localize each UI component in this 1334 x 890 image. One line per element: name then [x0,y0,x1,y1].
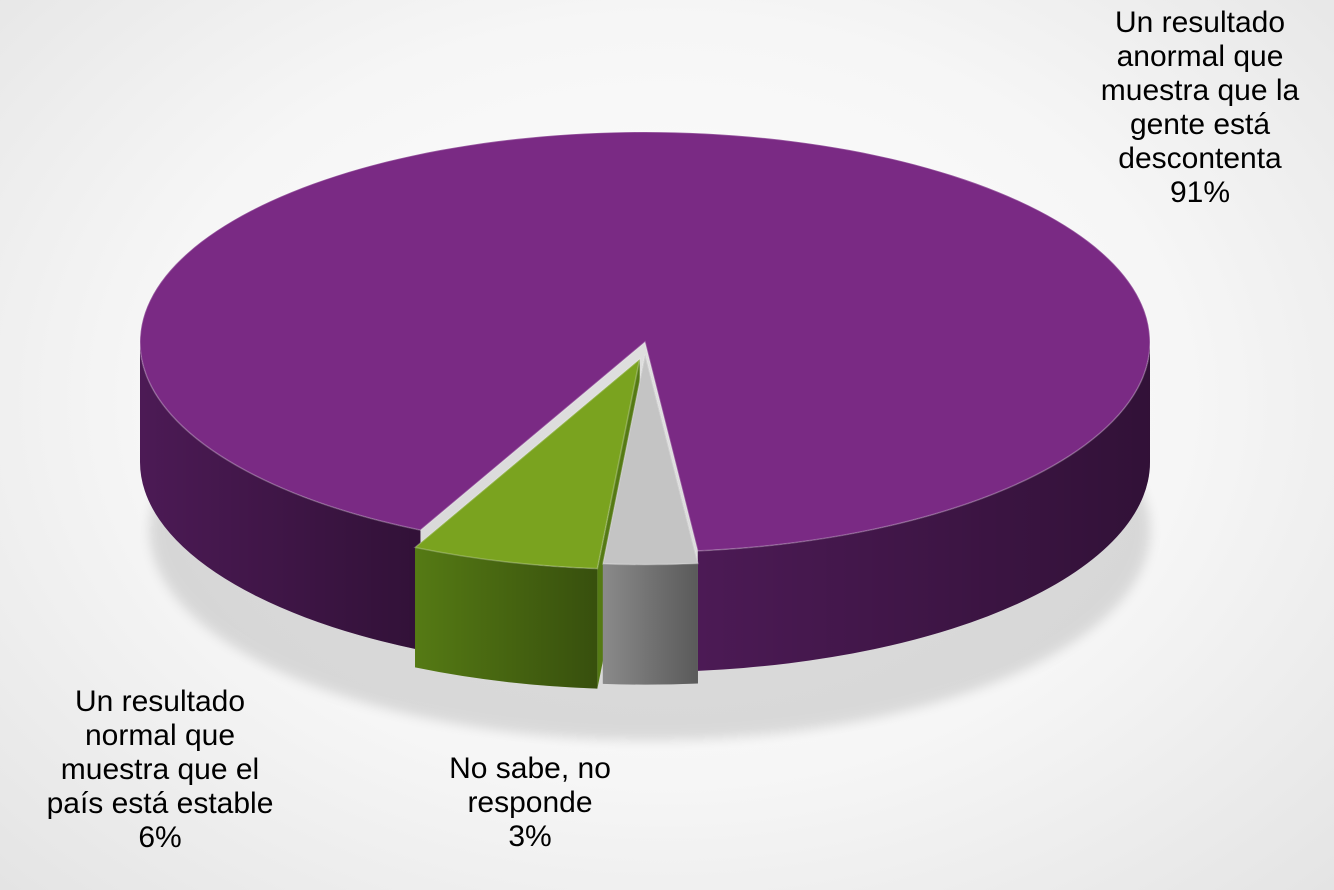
pie-edge-shade-no-answer-0 [602,563,698,685]
pie-side-discontent [140,342,1150,671]
pie-slice-stable [413,357,641,570]
pie-sides [139,131,1151,671]
pie-slice-discontent [139,131,1151,552]
slice-label-no-answer: No sabe, no responde 3% [449,752,611,853]
pie-edge-shade-discontent-1 [140,342,421,651]
slice-label-stable: Un resultado normal que muestra que el p… [46,685,274,854]
pie-tops [413,354,699,689]
pie-edge-shade-stable-0 [415,547,598,689]
slice-label-discontent: Un resultado anormal que muestra que la … [1100,6,1300,209]
pie-slice-no-answer [601,354,699,566]
pie-edge-shade-discontent-0 [697,342,1150,671]
